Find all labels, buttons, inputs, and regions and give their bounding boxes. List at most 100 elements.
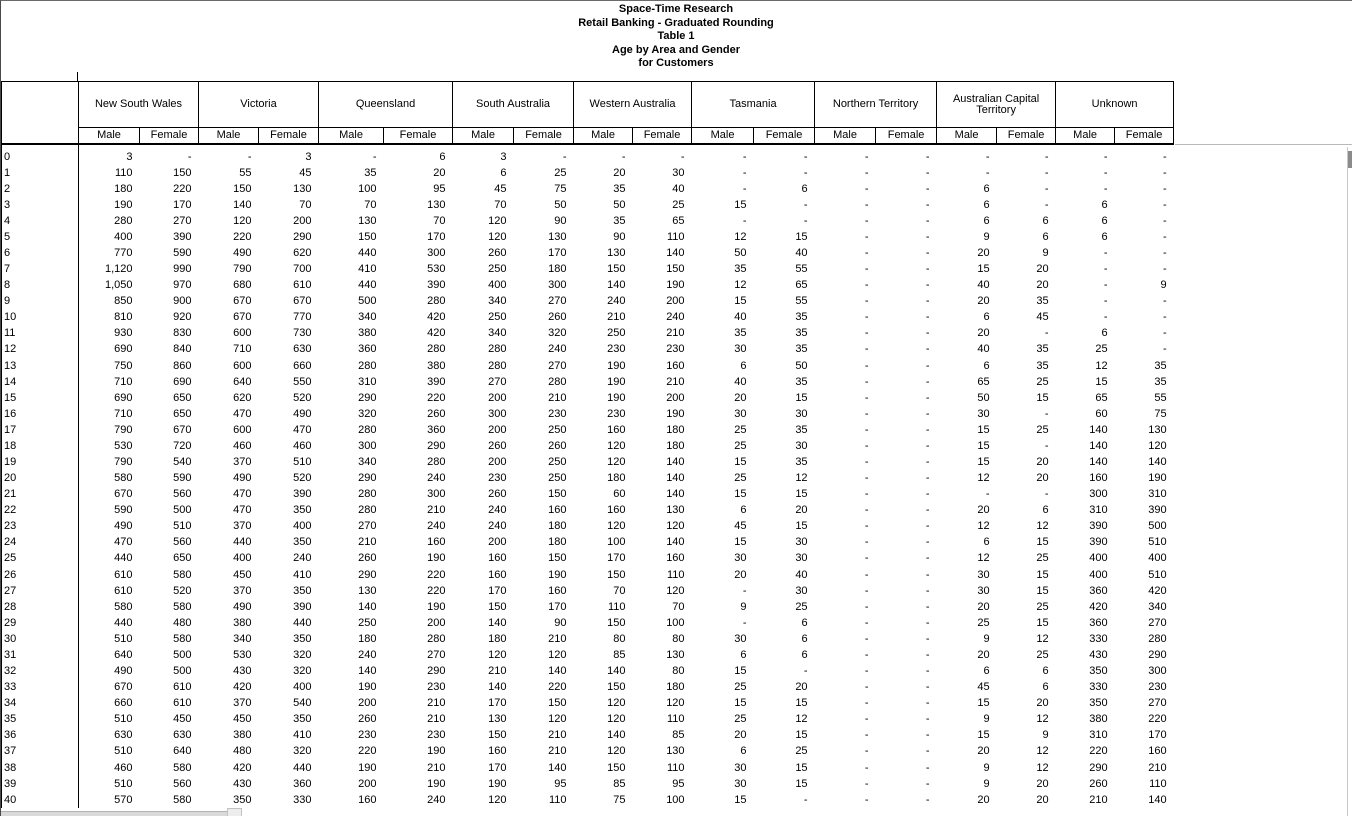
table-row: 24 470 560 440 350 210 160 200 180 100 140 15 30 - - 6 1… (1, 534, 1174, 551)
value-cell: 620 (293, 247, 312, 259)
value-cell: 390 (427, 279, 446, 292)
value-cell: 570 (114, 793, 133, 806)
value-cell: 840 (173, 343, 192, 356)
value-cell: 490 (233, 247, 252, 259)
value-cell: 150 (548, 552, 567, 565)
value-cell: - (925, 777, 930, 790)
value-cell: 30 (795, 439, 808, 452)
table-row: 28 580 580 490 390 140 190 150 170 110 70 9 25 - - 20 25… (1, 599, 1174, 616)
value-cell: - (1044, 327, 1049, 340)
column-group-header: Queensland (318, 81, 454, 128)
value-cell: 280 (358, 423, 377, 436)
value-cell: 490 (233, 600, 252, 613)
value-cell: 350 (293, 536, 312, 549)
value-cell: 20 (1036, 456, 1049, 469)
table-row: 34 660 610 370 540 200 210 170 150 120 120 15 15 - - 15… (1, 695, 1174, 712)
value-cell: 75 (554, 182, 567, 195)
value-cell: - (864, 584, 869, 597)
value-cell: 260 (488, 439, 507, 452)
age-cell: 16 (1, 406, 79, 423)
value-cell: 160 (607, 504, 626, 517)
vertical-scrollbar[interactable] (1347, 147, 1352, 816)
gender-column-header: Female (383, 127, 454, 145)
value-cell: 320 (293, 745, 312, 758)
value-cell: 150 (607, 761, 626, 774)
value-cell: 610 (293, 279, 312, 292)
value-cell: 15 (977, 423, 990, 436)
value-cell: 190 (607, 375, 626, 388)
value-cell: 130 (1148, 423, 1167, 436)
value-cell: 280 (358, 359, 377, 372)
value-cell: 430 (233, 777, 252, 790)
value-cell: 150 (548, 697, 567, 710)
value-cell: 770 (293, 311, 312, 324)
value-cell: 160 (1089, 472, 1108, 485)
value-cell: 240 (607, 295, 626, 308)
value-cell: - (864, 375, 869, 388)
value-cell: - (1103, 263, 1108, 276)
value-cell: 270 (488, 375, 507, 388)
value-cell: 6 (1042, 681, 1049, 694)
value-cell: 1,050 (104, 279, 133, 292)
value-cell: - (1162, 230, 1167, 243)
value-cell: 280 (488, 343, 507, 356)
age-cell: 20 (1, 470, 79, 487)
value-cell: 350 (293, 632, 312, 645)
value-cell: 35 (795, 343, 808, 356)
age-cell: 14 (1, 374, 79, 391)
value-cell: 270 (358, 520, 377, 533)
value-cell: 6 (1101, 230, 1108, 243)
value-cell: - (742, 214, 747, 227)
column-group-header: South Australia (452, 81, 575, 128)
value-cell: 930 (114, 327, 133, 340)
vertical-scrollbar-thumb[interactable] (1348, 151, 1352, 168)
gender-column-header: Female (139, 127, 199, 145)
value-cell: 590 (114, 504, 133, 517)
age-cell: 2 (1, 181, 79, 198)
value-cell: 55 (1154, 391, 1167, 404)
table-header: New South Wales Victoria Queensland South A… (1, 81, 1175, 145)
value-cell: 990 (173, 263, 192, 276)
value-cell: 9 (1042, 729, 1049, 742)
value-cell: 20 (1036, 697, 1049, 710)
value-cell: 420 (1148, 584, 1167, 597)
value-cell: 250 (607, 327, 626, 340)
gender-column-header: Female (1114, 127, 1175, 145)
value-cell: - (925, 648, 930, 661)
value-cell: 25 (1036, 600, 1049, 613)
value-cell: 190 (358, 681, 377, 694)
value-cell: 200 (488, 456, 507, 469)
age-cell: 3 (1, 197, 79, 214)
value-cell: - (925, 745, 930, 758)
value-cell: - (803, 793, 808, 806)
age-cell: 10 (1, 309, 79, 326)
horizontal-scrollbar[interactable] (1, 811, 227, 816)
value-cell: 560 (173, 777, 192, 790)
value-cell: 210 (427, 697, 446, 710)
value-cell: 280 (427, 632, 446, 645)
value-cell: 30 (734, 552, 747, 565)
value-cell: 160 (488, 552, 507, 565)
value-cell: - (1162, 311, 1167, 324)
value-cell: 300 (1148, 665, 1167, 678)
value-cell: 35 (613, 182, 626, 195)
value-cell: - (925, 359, 930, 372)
value-cell: - (864, 793, 869, 806)
value-cell: 6 (983, 665, 990, 678)
value-cell: 260 (488, 488, 507, 501)
value-cell: 12 (977, 520, 990, 533)
value-cell: - (925, 697, 930, 710)
value-cell: 15 (734, 198, 747, 211)
value-cell: - (864, 681, 869, 694)
title-line-org: Space-Time Research (618, 3, 734, 15)
table-row: 10 810 920 670 770 340 420 250 260 210 240 40 35 - - 6 4… (1, 309, 1174, 326)
gender-header-row: Male Female Male Female Male Female Male Female… (2, 127, 1175, 145)
value-cell: - (864, 697, 869, 710)
value-cell: 490 (233, 472, 252, 485)
value-cell: 15 (795, 761, 808, 774)
value-cell: 400 (293, 520, 312, 533)
value-cell: 140 (607, 665, 626, 678)
horizontal-scrollbar-thumb[interactable] (227, 808, 242, 816)
value-cell: 250 (548, 423, 567, 436)
